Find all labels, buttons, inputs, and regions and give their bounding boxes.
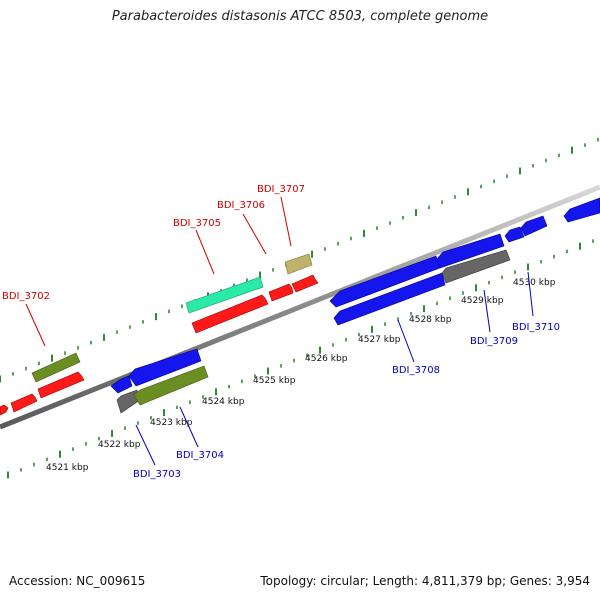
map-title: Parabacteroides distasonis ATCC 8503, co… xyxy=(111,9,489,24)
gene-arrow[interactable] xyxy=(268,283,294,302)
leader-line xyxy=(527,271,534,317)
leader-line xyxy=(280,196,292,247)
gene-arrow[interactable] xyxy=(563,197,600,223)
scale-label: 4530 kbp xyxy=(513,278,556,288)
gene-arrow[interactable] xyxy=(37,371,85,399)
gene-arrow[interactable] xyxy=(284,253,313,275)
gene-label[interactable]: BDI_3710 xyxy=(512,322,560,333)
leader-line xyxy=(195,229,215,275)
forward-label-group: BDI_3702 BDI_3705 BDI_3706 BDI_3707 xyxy=(2,184,305,347)
scale-label-group: 4521 kbp 4522 kbp 4523 kbp 4524 kbp 4525… xyxy=(46,278,556,473)
gene-arrow[interactable] xyxy=(436,233,505,269)
scale-label: 4524 kbp xyxy=(202,397,245,407)
scale-label: 4523 kbp xyxy=(150,418,193,428)
scale-label: 4528 kbp xyxy=(409,315,452,325)
leader-line xyxy=(25,303,46,347)
gene-arrow[interactable] xyxy=(133,365,209,406)
gene-arrow[interactable] xyxy=(128,348,202,387)
accession-text: Accession: NC_009615 xyxy=(9,574,146,588)
gene-arrow[interactable] xyxy=(441,249,511,284)
gene-label[interactable]: BDI_3706 xyxy=(217,200,265,211)
backbone-line xyxy=(0,184,600,430)
scale-label: 4529 kbp xyxy=(461,296,504,306)
gene-label[interactable]: BDI_3703 xyxy=(133,469,181,480)
leader-line xyxy=(179,406,199,448)
gene-arrow[interactable] xyxy=(185,276,264,314)
gene-arrow[interactable] xyxy=(31,352,81,383)
scale-label: 4525 kbp xyxy=(253,376,296,386)
genome-summary-text: Topology: circular; Length: 4,811,379 bp… xyxy=(260,574,590,588)
gene-arrow[interactable] xyxy=(191,294,269,334)
reverse-label-group: BDI_3703 BDI_3704 BDI_3708 BDI_3709 BDI_… xyxy=(133,271,560,480)
leader-line xyxy=(242,213,267,255)
gene-arrow[interactable] xyxy=(110,375,133,394)
scale-label: 4522 kbp xyxy=(98,440,141,450)
gene-label[interactable]: BDI_3704 xyxy=(176,450,224,461)
gene-arrow[interactable] xyxy=(520,215,548,237)
gene-label[interactable]: BDI_3702 xyxy=(2,291,50,302)
scale-label: 4526 kbp xyxy=(305,354,348,364)
forward-strand-genes xyxy=(0,253,319,416)
gene-arrow[interactable] xyxy=(504,226,525,243)
gene-label[interactable]: BDI_3709 xyxy=(470,336,518,347)
gene-arrow[interactable] xyxy=(291,274,319,293)
backbone-track xyxy=(0,184,600,430)
scale-label: 4527 kbp xyxy=(358,335,401,345)
gene-label[interactable]: BDI_3707 xyxy=(257,184,305,195)
gene-arrow[interactable] xyxy=(333,272,446,326)
gene-arrow[interactable] xyxy=(0,404,9,416)
scale-label: 4521 kbp xyxy=(46,463,89,473)
lower-tick-track xyxy=(7,239,594,479)
gene-label[interactable]: BDI_3708 xyxy=(392,365,440,376)
gene-label[interactable]: BDI_3705 xyxy=(173,218,221,229)
gene-arrow[interactable] xyxy=(10,393,38,413)
reverse-strand-genes xyxy=(110,197,600,414)
leader-line xyxy=(397,319,415,363)
leader-line xyxy=(483,289,491,333)
leader-line xyxy=(135,424,156,466)
